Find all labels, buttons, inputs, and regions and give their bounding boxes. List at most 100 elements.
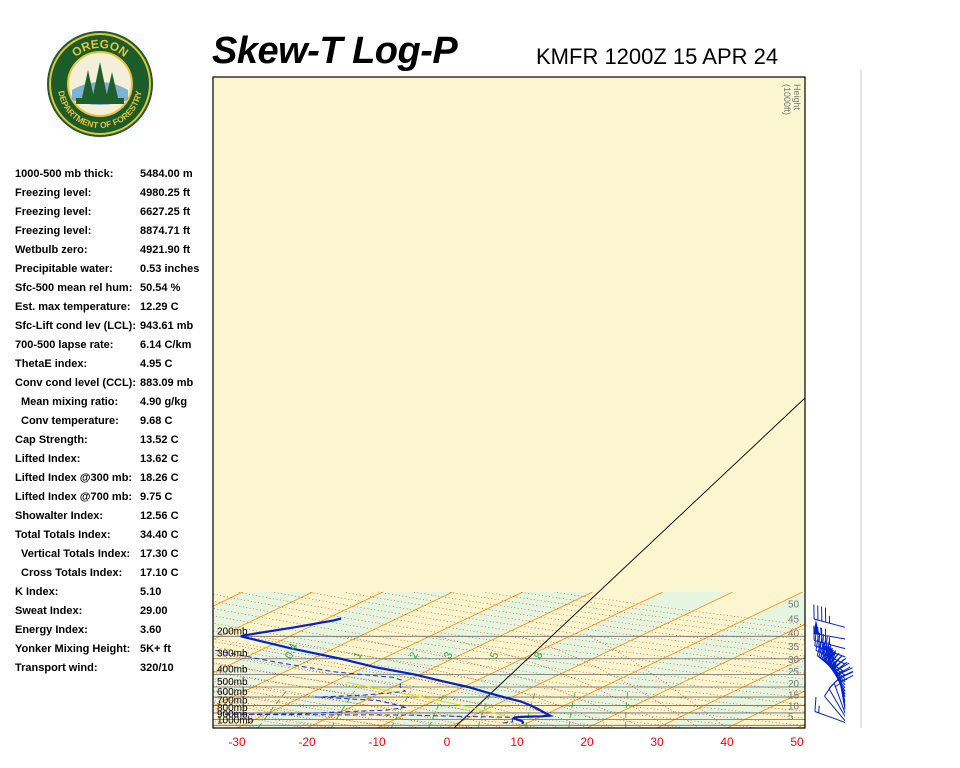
height-tick-label: 15: [788, 690, 800, 701]
index-label: Transport wind:: [15, 662, 98, 674]
index-row: Freezing level: 6627.25 ft: [15, 206, 215, 225]
index-label: Showalter Index:: [15, 510, 104, 522]
index-row: Freezing level: 4980.25 ft: [15, 187, 215, 206]
height-axis-title: Height(1000ft): [782, 84, 802, 115]
index-value: 0.53 inches: [140, 263, 200, 275]
oregon-forestry-logo: OREGON DEPARTMENT OF FORESTRY: [46, 30, 154, 138]
height-tick-label: 25: [788, 667, 800, 678]
index-value: 18.26 C: [140, 472, 179, 484]
index-value: 9.75 C: [140, 491, 173, 503]
index-label: Sfc-500 mean rel hum:: [15, 282, 133, 294]
wind-barb-flag: [813, 619, 820, 635]
wind-barb: [813, 604, 846, 628]
wind-barb-full: [825, 635, 828, 651]
index-value: 4.95 C: [140, 358, 173, 370]
index-row: Yonker Mixing Height: 5K+ ft: [15, 643, 215, 662]
stability-indices-panel: 1000-500 mb thick: 5484.00 m Freezing leve…: [15, 168, 215, 681]
height-axis-title-line: Height: [792, 84, 802, 111]
mixing-ratio-label: 5: [488, 650, 501, 661]
wind-barb-staff: [824, 695, 846, 722]
index-value: 943.61 mb: [140, 320, 194, 332]
x-tick-label: 40: [720, 735, 734, 749]
index-row: Mean mixing ratio: 4.90 g/kg: [15, 396, 215, 415]
index-value: 13.52 C: [140, 434, 179, 446]
index-value: 4980.25 ft: [140, 187, 191, 199]
index-label: Mean mixing ratio:: [21, 396, 119, 408]
moist-adiabat-line: [213, 678, 476, 728]
wind-barb-full: [827, 647, 832, 662]
moist-adiabat-line: [213, 697, 392, 728]
index-value: 29.00: [140, 605, 168, 617]
index-label: Energy Index:: [15, 624, 88, 636]
moist-adiabat-line: [213, 685, 448, 728]
index-label: K Index:: [15, 586, 59, 598]
index-label: Freezing level:: [15, 187, 92, 199]
wind-barbs-column: [813, 604, 854, 723]
index-row: Sweat Index: 29.00: [15, 605, 215, 624]
wind-barb-full: [816, 641, 822, 656]
index-value: 320/10: [140, 662, 174, 674]
wind-barb-full: [821, 634, 824, 649]
index-row: K Index: 5.10: [15, 586, 215, 605]
isotherm-line: [213, 591, 313, 640]
index-row: Sfc-Lift cond lev (LCL): 943.61 mb: [15, 320, 215, 339]
index-row: Vertical Totals Index: 17.30 C: [15, 548, 215, 567]
index-label: Precipitable water:: [15, 263, 113, 275]
wind-barb-staff: [813, 632, 846, 640]
isotherm-line: [0, 592, 172, 728]
dry-adiabat-line: [213, 681, 545, 728]
index-label: Conv cond level (CCL):: [15, 377, 137, 389]
wind-barb-full: [814, 696, 817, 712]
moist-adiabat-line: [213, 652, 560, 728]
index-value: 3.60: [140, 624, 162, 636]
wind-barb: [816, 641, 846, 673]
index-label: Freezing level:: [15, 206, 92, 218]
moist-adiabat-line: [342, 636, 644, 728]
wind-barb-staff: [828, 688, 846, 717]
mixing-ratio-line: [390, 690, 412, 728]
wind-barb: [813, 619, 846, 640]
pressure-label: 400mb: [217, 665, 248, 676]
isotherm-line: [0, 592, 102, 728]
index-row: Sfc-500 mean rel hum: 50.54 %: [15, 282, 215, 301]
index-label: Lifted Index:: [15, 453, 81, 465]
logo-seal: OREGON DEPARTMENT OF FORESTRY: [47, 31, 153, 137]
dry-adiabat-line: [213, 615, 805, 699]
wind-barb-staff: [814, 711, 846, 723]
wind-barb-half: [830, 649, 833, 658]
reference-diagonal-line: [453, 397, 805, 728]
x-tick-label: 0: [444, 735, 451, 749]
isotherm-line: [213, 591, 383, 674]
pressure-label: 600mb: [217, 687, 248, 698]
index-label: Est. max temperature:: [15, 301, 131, 313]
index-row: Lifted Index @300 mb: 18.26 C: [15, 472, 215, 491]
mixing-ratio-label: 0.4: [283, 642, 300, 661]
index-value: 6627.25 ft: [140, 206, 191, 218]
wind-barb-staff: [817, 655, 846, 673]
dry-adiabat-line: [343, 591, 805, 657]
pressure-label: 1000mb: [217, 715, 254, 726]
isotherm-line: [0, 592, 32, 728]
index-row: Conv cond level (CCL): 883.09 mb: [15, 377, 215, 396]
wind-barb-half: [836, 669, 843, 675]
index-value: 12.29 C: [140, 301, 179, 313]
moist-adiabat-line: [213, 641, 588, 728]
height-tick-label: 5: [788, 712, 794, 723]
height-tick-label: 20: [788, 679, 800, 690]
mixing-ratio-label: 8: [532, 650, 545, 661]
height-axis-title-line: (1000ft): [782, 84, 792, 115]
x-tick-label: 50: [790, 735, 804, 749]
wind-barb-half: [829, 644, 831, 652]
x-tick-label: -30: [228, 735, 246, 749]
index-label: Conv temperature:: [21, 415, 119, 427]
index-value: 5484.00 m: [140, 168, 193, 180]
wind-barb-half: [820, 627, 822, 635]
temperature-line: [240, 617, 554, 725]
mixing-ratio-label: 1: [351, 650, 364, 661]
height-tick-label: 35: [788, 642, 800, 653]
index-label: Cross Totals Index:: [21, 567, 123, 579]
index-label: Lifted Index @700 mb:: [15, 491, 133, 503]
index-row: Showalter Index: 12.56 C: [15, 510, 215, 529]
isotherm-band: [377, 592, 733, 728]
logo-top-text: OREGON: [69, 37, 131, 60]
